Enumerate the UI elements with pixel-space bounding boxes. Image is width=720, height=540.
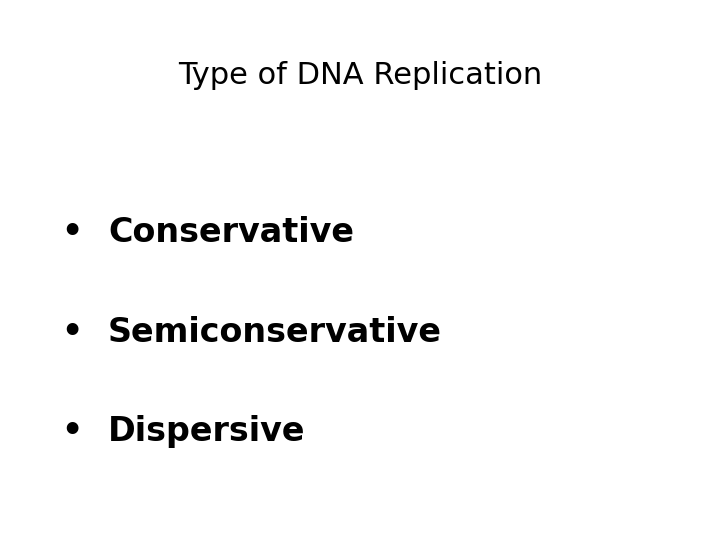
Text: •: • <box>61 215 83 249</box>
Text: Conservative: Conservative <box>108 215 354 249</box>
Text: •: • <box>61 315 83 349</box>
Text: Dispersive: Dispersive <box>108 415 305 449</box>
Text: Semiconservative: Semiconservative <box>108 315 442 349</box>
Text: •: • <box>61 415 83 449</box>
Text: Type of DNA Replication: Type of DNA Replication <box>178 61 542 90</box>
